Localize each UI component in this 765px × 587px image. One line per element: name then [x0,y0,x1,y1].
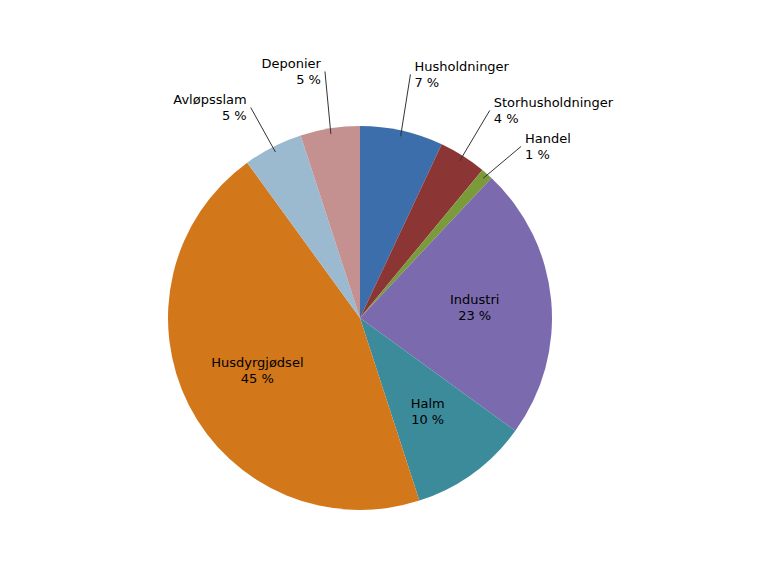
data-label-value: 1 % [525,147,550,162]
data-label-value: 4 % [494,111,519,126]
data-label-name: Husdyrgjødsel [211,355,303,370]
pie [168,126,552,510]
chart: Husholdninger7 % Storhusholdninger4 % Hand… [0,0,765,587]
data-label-value: 45 % [241,371,274,386]
leader-line [460,110,490,160]
data-labels: Husholdninger7 % Storhusholdninger4 % Hand… [173,56,614,426]
data-label-name: Handel [525,131,571,146]
data-label: Husdyrgjødsel45 % [211,355,303,386]
slices [168,126,552,510]
data-label-name: Deponier [262,56,322,71]
slice [301,126,360,318]
data-label-name: Industri [450,292,499,307]
leader-line [325,71,331,134]
data-label: Industri23 % [450,292,499,323]
data-label-name: Avløpsslam [173,92,246,107]
data-label: Husholdninger7 % [414,59,509,90]
data-label: Handel1 % [525,131,571,162]
data-label: Halm10 % [411,396,445,427]
leader-line [401,74,411,136]
data-label-name: Halm [411,396,445,411]
data-label: Deponier5 % [262,56,322,87]
data-label-value: 5 % [296,72,321,87]
leader-line [251,107,276,152]
data-label-value: 10 % [411,412,444,427]
data-label-value: 23 % [458,308,491,323]
data-label-name: Husholdninger [414,59,509,74]
data-label-value: 5 % [222,108,247,123]
data-label-name: Storhusholdninger [494,95,614,110]
leader-line [483,146,521,178]
data-label-value: 7 % [414,75,439,90]
data-label: Storhusholdninger4 % [494,95,614,126]
data-label: Avløpsslam5 % [173,92,246,123]
